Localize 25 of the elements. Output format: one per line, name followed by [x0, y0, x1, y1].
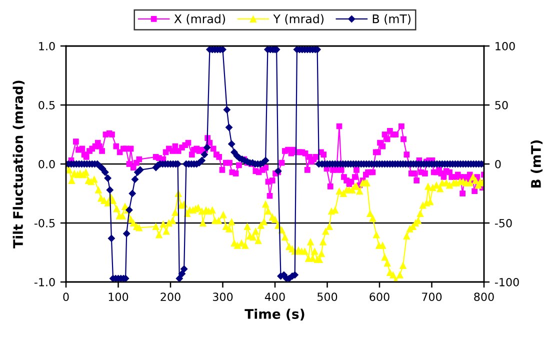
x-tick-label: 600	[370, 292, 390, 302]
y2-tick-label: -50	[494, 218, 512, 228]
x-tick-label: 100	[108, 292, 128, 302]
legend-label: Y (mrad)	[273, 14, 324, 25]
x-axis-title: Time (s)	[244, 308, 304, 320]
y2-tick-label: 100	[496, 42, 515, 50]
legend-label: X (mrad)	[174, 14, 226, 25]
y-axis-title: Tilt Fluctuation (mrad)	[12, 80, 25, 248]
y2-axis-title: B (mT)	[530, 140, 543, 188]
x-tick-label: 400	[264, 292, 285, 302]
y-tick-label: -0.5	[34, 218, 55, 228]
y-tick-label: -1.0	[34, 278, 55, 286]
x-tick-label: 0	[63, 292, 69, 302]
y-tick-label: 0.0	[38, 160, 55, 168]
x-tick-label: 200	[160, 292, 180, 302]
legend-label: B (mT)	[372, 14, 410, 25]
x-tick-label: 700	[422, 292, 442, 302]
y-tick-label: 0.5	[38, 100, 55, 110]
y2-tick-label: -100	[494, 278, 519, 286]
y-tick-label: 1.0	[39, 42, 55, 50]
x-tick-label: 500	[318, 292, 338, 302]
x-tick-label: 300	[212, 292, 233, 302]
x-tick-label: 800	[474, 292, 494, 302]
y2-tick-label: 0	[495, 160, 501, 168]
y2-tick-label: 50	[495, 100, 508, 110]
